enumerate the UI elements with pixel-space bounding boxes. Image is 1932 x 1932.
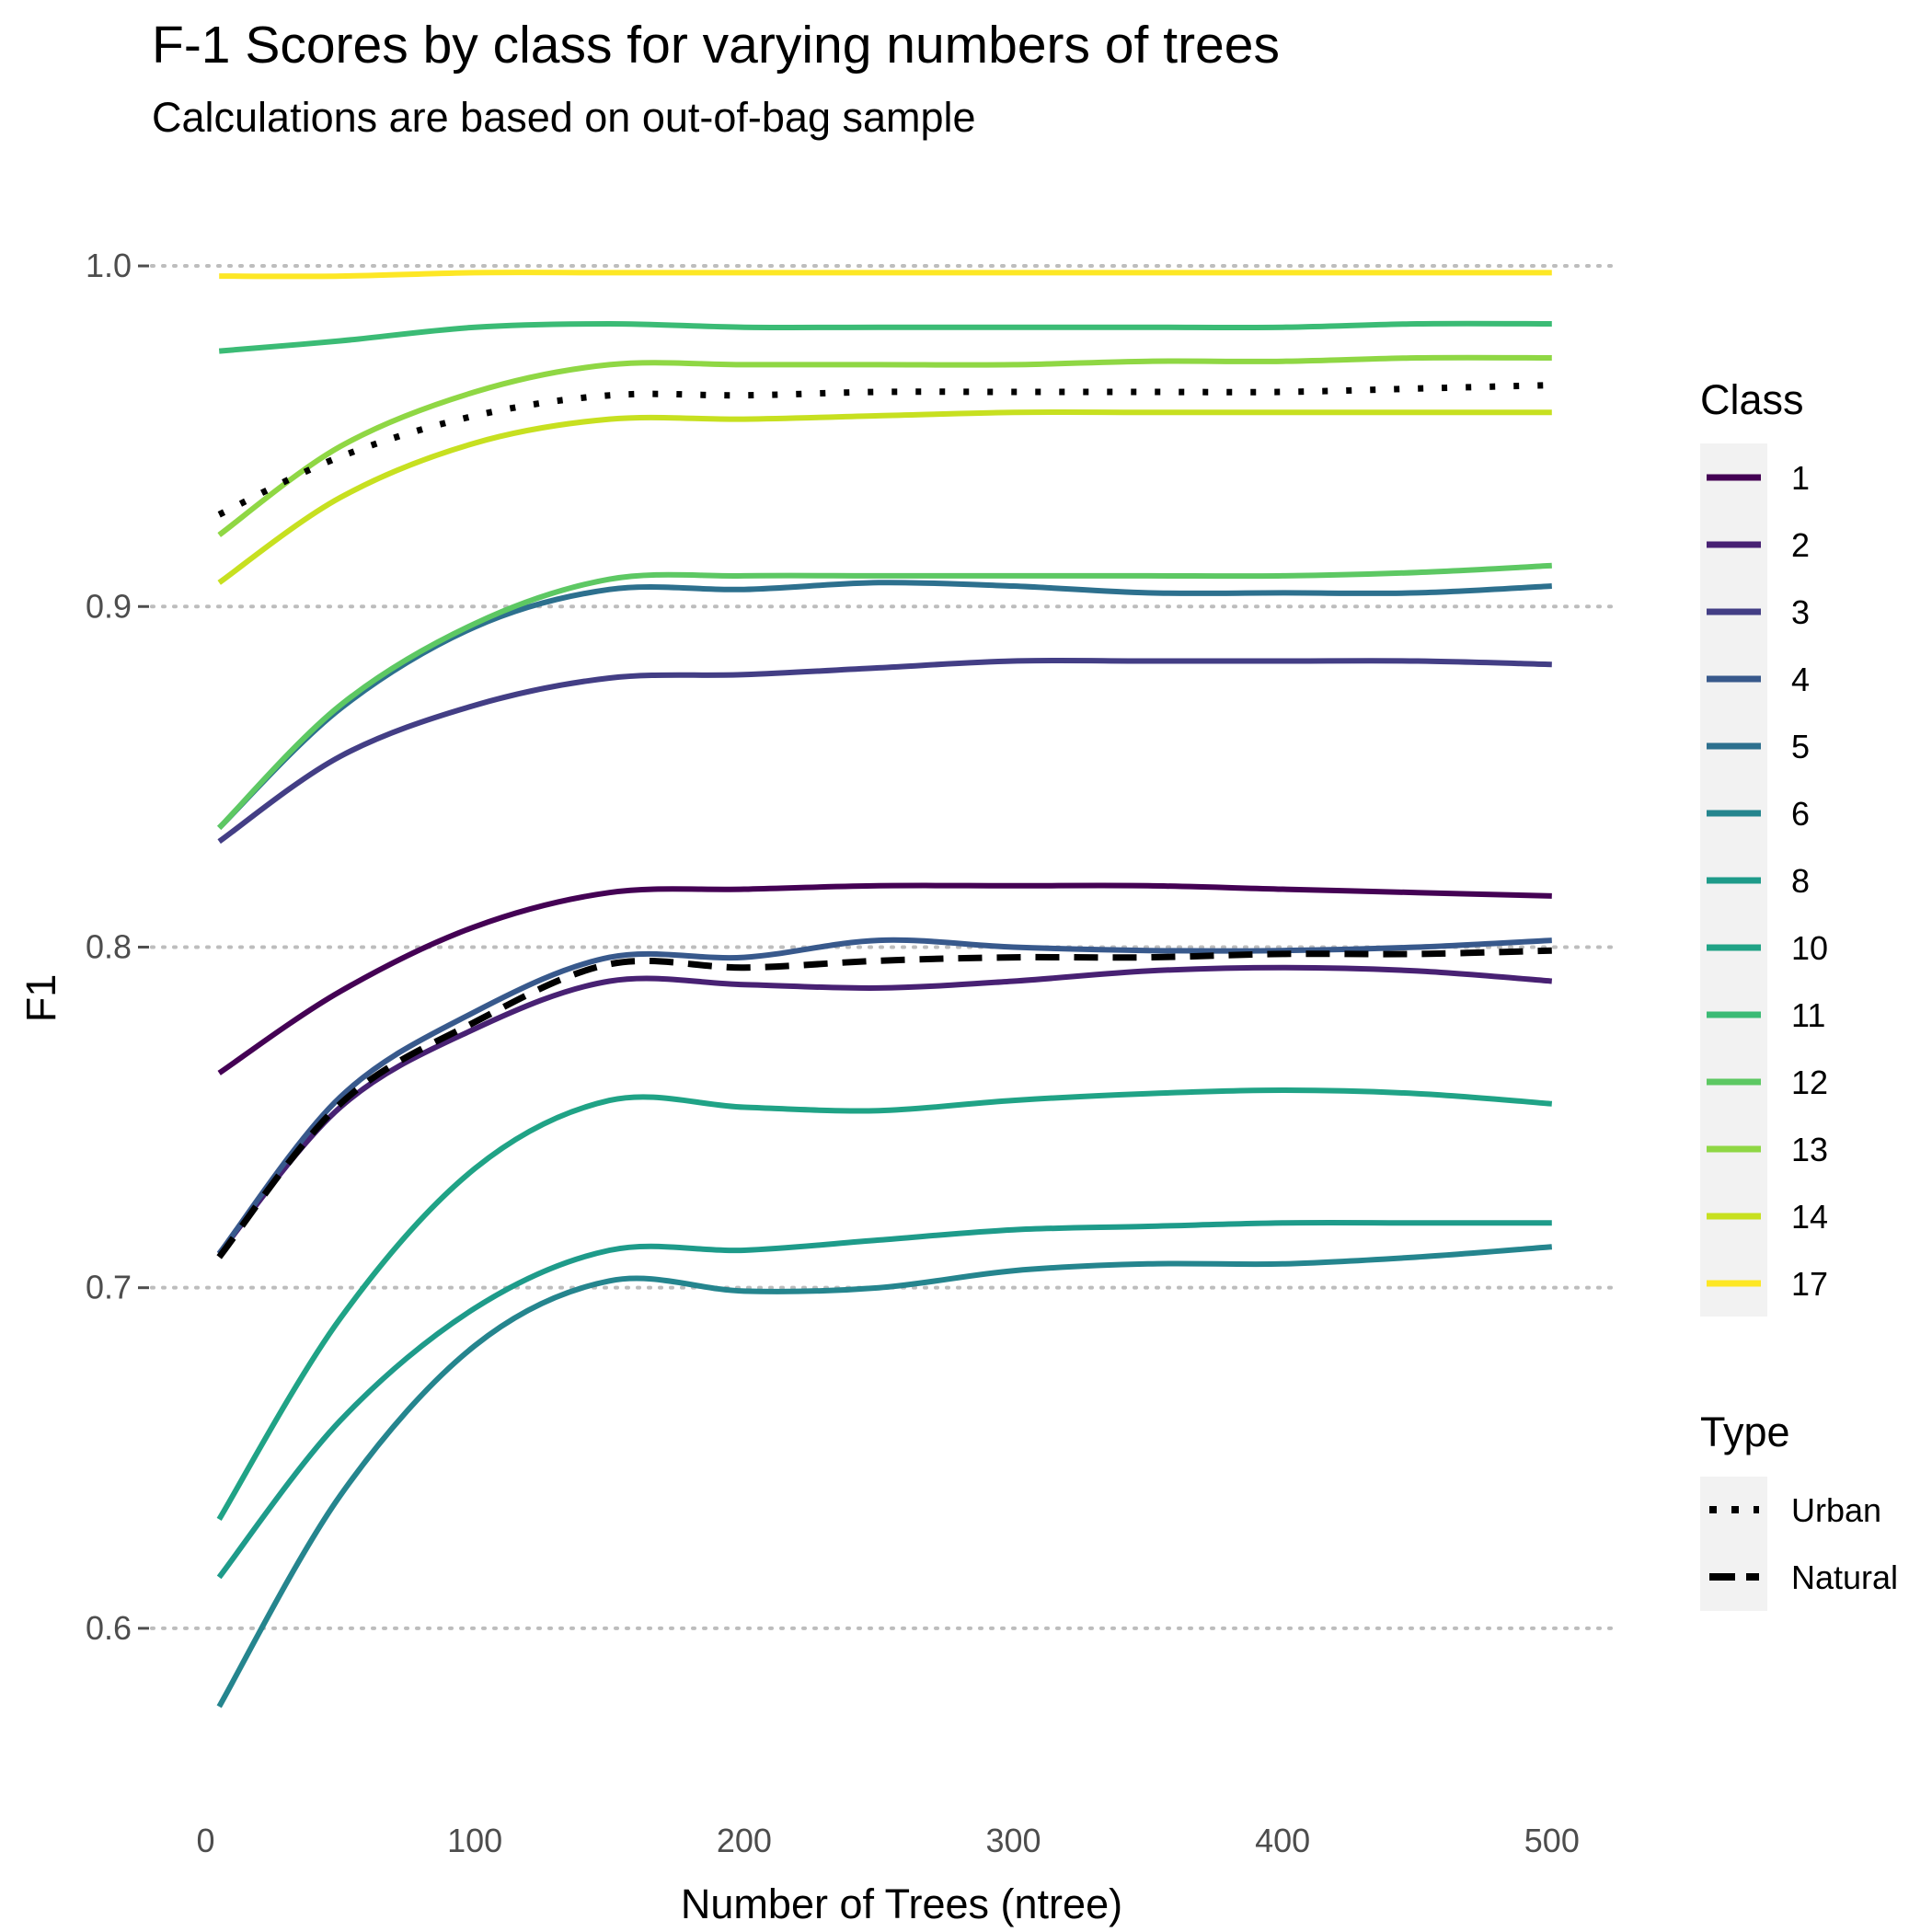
class-legend-label: 8 (1791, 862, 1810, 900)
series-line-class-17 (219, 270, 1552, 280)
type-legend: Type Urban Natural (1700, 1409, 1898, 1611)
class-legend-item: 14 (1707, 1198, 1828, 1236)
class-legend-label: 4 (1791, 661, 1810, 698)
series-line-class-6 (216, 1244, 1553, 1708)
series-line-class-3 (217, 657, 1552, 845)
series-line-class-10 (216, 1087, 1553, 1521)
type-legend-title: Type (1700, 1409, 1790, 1455)
class-legend-item: 8 (1707, 862, 1810, 900)
class-legend-item: 3 (1707, 593, 1810, 631)
x-axis-title: Number of Trees (ntree) (681, 1880, 1122, 1927)
type-legend-item: Natural (1709, 1558, 1898, 1596)
class-legend-label: 17 (1791, 1265, 1828, 1303)
y-axis-title: F1 (17, 974, 64, 1023)
x-tick-label: 100 (447, 1822, 502, 1859)
x-tick-label: 0 (197, 1822, 215, 1859)
class-legend-item: 2 (1707, 526, 1810, 564)
type-layer (216, 382, 1552, 1259)
y-tick-label: 0.8 (86, 927, 132, 965)
type-legend-label: Natural (1791, 1558, 1898, 1596)
type-line-urban (217, 382, 1552, 518)
y-tick-label: 1.0 (86, 247, 132, 284)
series-line-class-8 (216, 1220, 1552, 1580)
type-legend-key-background (1700, 1477, 1767, 1611)
x-tick-label: 500 (1524, 1822, 1580, 1859)
series-line-class-12 (217, 562, 1552, 831)
class-legend-item: 4 (1707, 661, 1810, 698)
class-legend-item: 10 (1707, 929, 1828, 967)
x-tick-label: 200 (717, 1822, 772, 1859)
series-line-class-14 (217, 408, 1552, 585)
type-legend-item: Urban (1709, 1491, 1881, 1529)
series-line-class-13 (217, 354, 1552, 537)
x-tick-label: 300 (985, 1822, 1041, 1859)
y-tick-label: 0.9 (86, 587, 132, 625)
class-legend-label: 10 (1791, 929, 1828, 967)
class-legend-label: 11 (1791, 996, 1825, 1034)
class-legend-title: Class (1700, 376, 1804, 423)
class-legend-item: 6 (1707, 795, 1810, 833)
series-line-class-4 (216, 937, 1552, 1256)
class-legend-label: 13 (1791, 1131, 1828, 1168)
class-legend-item: 5 (1707, 728, 1810, 765)
type-legend-label: Urban (1791, 1491, 1881, 1529)
class-legend-label: 2 (1791, 526, 1810, 564)
series-line-class-11 (218, 320, 1552, 354)
type-line-natural (216, 947, 1552, 1259)
class-legend-label: 3 (1791, 593, 1810, 631)
y-tick-label: 0.6 (86, 1609, 132, 1647)
class-legend-label: 5 (1791, 728, 1810, 765)
series-layer (216, 270, 1553, 1708)
y-axis: 0.6 0.7 0.8 0.9 1.0 (86, 247, 149, 1647)
class-legend-label: 1 (1791, 459, 1810, 497)
class-legend-item: 1 (1707, 459, 1810, 497)
class-legend-item: 13 (1707, 1131, 1828, 1168)
class-legend-item: 11 (1707, 996, 1825, 1034)
class-legend-item: 12 (1707, 1064, 1828, 1101)
series-line-class-2 (216, 964, 1553, 1256)
y-tick-label: 0.7 (86, 1269, 132, 1306)
type-legend-items: Urban Natural (1709, 1491, 1898, 1596)
x-axis: 0 100 200 300 400 500 (197, 1822, 1580, 1859)
class-legend-label: 12 (1791, 1064, 1828, 1101)
class-legend-label: 6 (1791, 795, 1810, 833)
series-line-class-1 (217, 882, 1552, 1075)
series-line-class-5 (217, 580, 1552, 831)
grid-layer (150, 264, 1621, 1630)
chart-title: F-1 Scores by class for varying numbers … (152, 16, 1280, 75)
class-legend-label: 14 (1791, 1198, 1828, 1236)
chart-subtitle: Calculations are based on out-of-bag sam… (152, 94, 976, 141)
x-tick-label: 400 (1255, 1822, 1310, 1859)
class-legend-item: 17 (1707, 1265, 1828, 1303)
